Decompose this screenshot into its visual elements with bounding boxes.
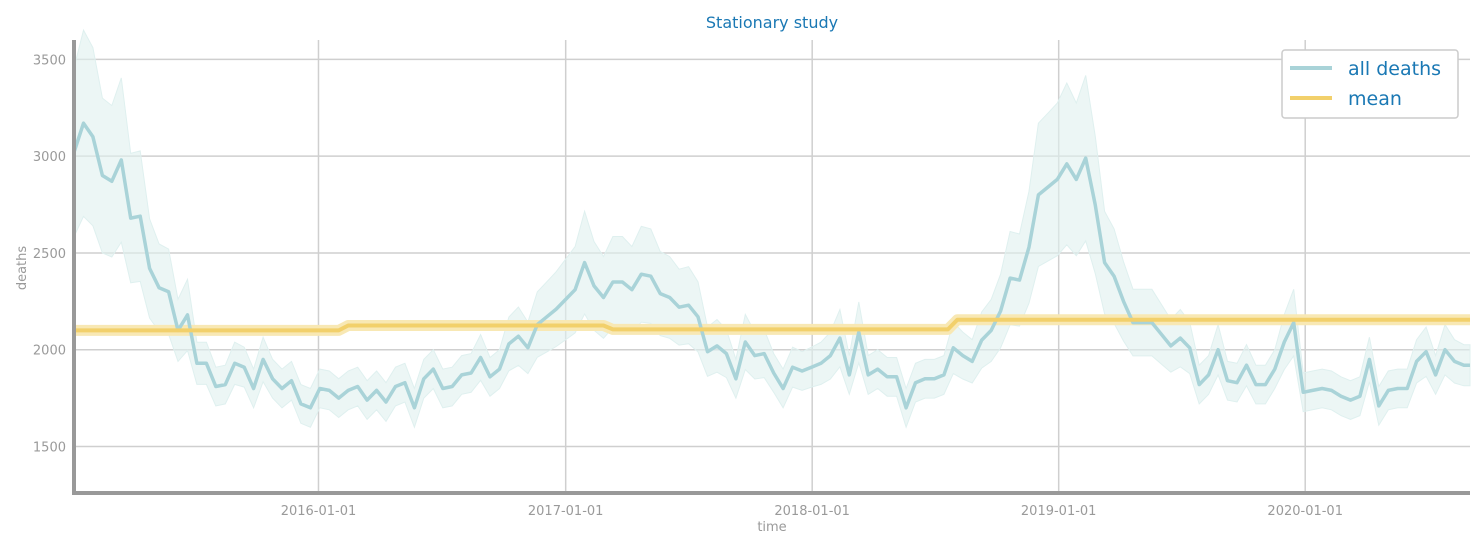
y-tick-label: 2500	[33, 247, 66, 262]
x-axis-label: time	[757, 520, 786, 535]
x-tick-label: 2019-01-01	[1021, 504, 1097, 519]
tick-labels: 1500 2000 2500 3000 3500 2016-01-01 2017-01-01…	[33, 53, 1343, 519]
y-axis-label: deaths	[15, 246, 30, 291]
band-all-deaths	[73, 28, 1471, 429]
y-tick-label: 3000	[33, 150, 66, 165]
y-tick-label: 1500	[33, 441, 66, 456]
line-mean	[74, 317, 1470, 333]
grid	[74, 40, 1470, 493]
legend-label-all-deaths: all deaths	[1348, 58, 1441, 80]
x-tick-label: 2017-01-01	[528, 504, 604, 519]
axes	[72, 40, 1470, 495]
line-all-deaths	[72, 121, 1470, 410]
x-tick-label: 2020-01-01	[1267, 504, 1343, 519]
series-lines	[72, 121, 1470, 410]
y-tick-label: 3500	[33, 53, 66, 68]
legend: all deaths mean	[1281, 49, 1459, 119]
y-tick-label: 2000	[33, 344, 66, 359]
x-tick-label: 2018-01-01	[774, 504, 850, 519]
x-tick-label: 2016-01-01	[281, 504, 357, 519]
chart-title: Stationary study	[706, 13, 838, 32]
legend-label-mean: mean	[1348, 88, 1402, 110]
